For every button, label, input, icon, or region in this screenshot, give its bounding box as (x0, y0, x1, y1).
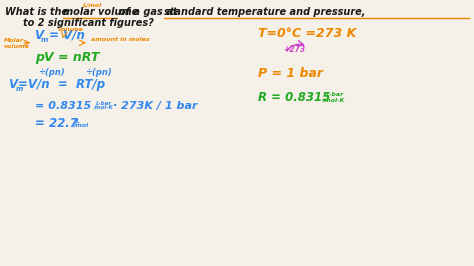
Text: m: m (15, 86, 23, 92)
Text: V: V (9, 78, 18, 91)
Text: V: V (34, 29, 43, 42)
Text: L: L (76, 119, 80, 124)
Text: Molar
volume: Molar volume (3, 38, 29, 49)
Text: molar volume: molar volume (63, 7, 138, 17)
Text: m: m (41, 37, 48, 43)
Text: What is the: What is the (5, 7, 68, 17)
Text: standard temperature and pressure,: standard temperature and pressure, (164, 7, 366, 17)
Text: amount in moles: amount in moles (91, 37, 150, 42)
Text: = V/n: = V/n (45, 29, 85, 42)
Text: =V/n  =  RT/p: =V/n = RT/p (18, 78, 105, 91)
Text: ÷(pn): ÷(pn) (38, 68, 65, 77)
Text: of a gas at: of a gas at (118, 7, 177, 17)
Text: L·bar: L·bar (96, 101, 112, 106)
Text: R = 0.8315: R = 0.8315 (258, 91, 330, 104)
Text: · 273K / 1 bar: · 273K / 1 bar (113, 101, 197, 111)
Text: volume: volume (58, 27, 84, 32)
Text: /mol·K: /mol·K (94, 105, 114, 110)
Text: to 2 significant figures?: to 2 significant figures? (23, 18, 154, 28)
Text: +273: +273 (283, 45, 305, 54)
Text: /mol: /mol (74, 123, 89, 128)
Text: L·bar: L·bar (326, 92, 344, 97)
Text: ÷(pn): ÷(pn) (85, 68, 112, 77)
Text: = 0.8315: = 0.8315 (35, 101, 91, 111)
Text: P = 1 bar: P = 1 bar (258, 67, 323, 80)
Text: = 22.7: = 22.7 (35, 117, 78, 130)
Text: /mol·K: /mol·K (322, 98, 345, 103)
Text: T=0°C =273 K: T=0°C =273 K (258, 27, 356, 40)
Text: L/mol: L/mol (83, 2, 102, 7)
Text: pV = nRT: pV = nRT (35, 52, 100, 64)
